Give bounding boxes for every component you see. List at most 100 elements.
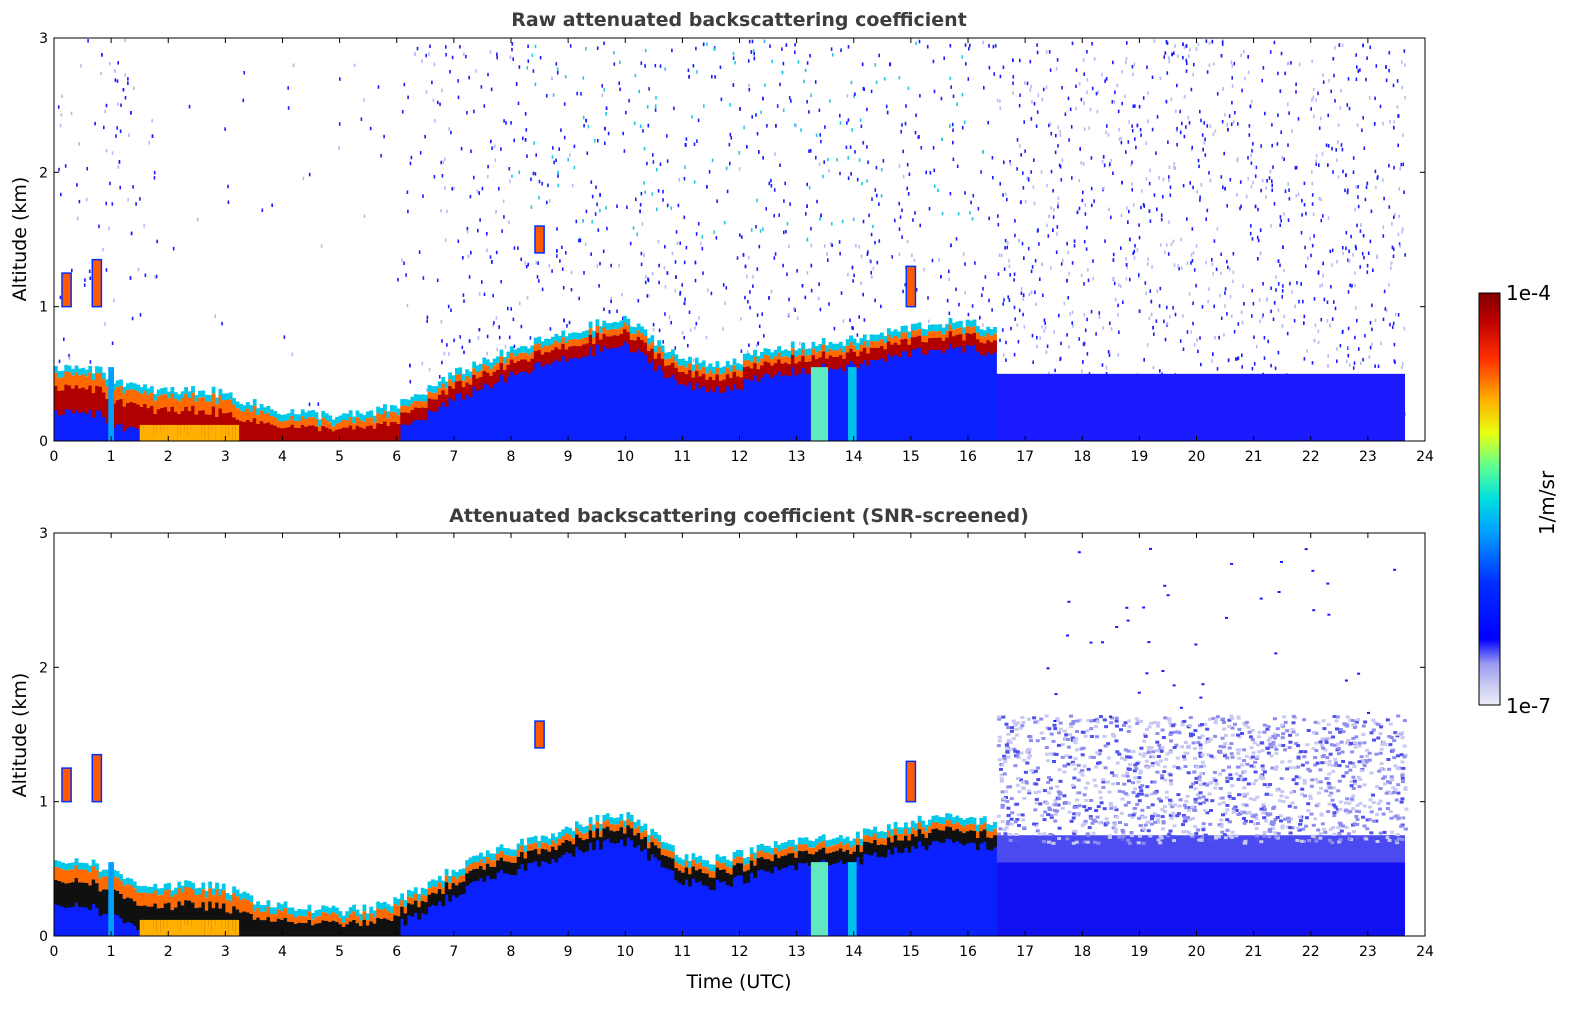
mixed-layer-column xyxy=(626,335,631,441)
band-core xyxy=(736,376,740,389)
noise-pixel xyxy=(998,253,1001,257)
night-speckle xyxy=(1195,828,1200,832)
noise-pixel xyxy=(1072,324,1074,328)
noise-pixel xyxy=(1173,162,1176,166)
band-edge xyxy=(965,319,970,327)
band-upper xyxy=(869,341,874,348)
noise-pixel xyxy=(1055,250,1058,254)
noise-pixel xyxy=(1303,357,1306,361)
noise-pixel xyxy=(1340,143,1343,147)
noise-pixel xyxy=(1160,217,1163,222)
noise-pixel xyxy=(450,130,452,135)
band-edge xyxy=(681,358,685,366)
band-core xyxy=(698,376,703,389)
noise-pixel xyxy=(1186,61,1188,66)
noise-pixel xyxy=(1393,125,1395,130)
band-core xyxy=(907,344,912,358)
noise-pixel xyxy=(1004,238,1007,243)
noise-pixel xyxy=(1213,239,1216,243)
band-core xyxy=(982,343,987,356)
noise-pixel xyxy=(569,153,571,157)
night-speckle xyxy=(1225,803,1230,807)
night-speckle xyxy=(1071,841,1076,845)
mixed-layer-column xyxy=(420,407,425,441)
noise-pixel xyxy=(778,213,780,217)
band-core xyxy=(544,352,548,365)
noise-pixel xyxy=(1152,365,1155,370)
noise-pixel xyxy=(1357,204,1360,209)
night-speckle xyxy=(997,717,1002,721)
band-upper xyxy=(688,363,692,371)
noise-pixel xyxy=(1336,347,1338,351)
noise-pixel xyxy=(878,53,880,58)
band-edge xyxy=(828,342,833,349)
band-edge xyxy=(616,322,620,330)
noise-pixel xyxy=(697,222,700,226)
noise-pixel xyxy=(1070,125,1073,129)
noise-pixel xyxy=(1313,297,1316,301)
band-upper xyxy=(952,329,956,337)
noise-pixel xyxy=(658,328,661,333)
band-upper xyxy=(448,379,452,386)
mixed-layer-column xyxy=(472,380,476,441)
band-upper xyxy=(612,328,617,336)
noise-pixel xyxy=(1030,269,1033,274)
band-upper xyxy=(513,356,518,363)
band-core xyxy=(564,349,569,362)
noise-pixel xyxy=(1005,358,1007,362)
noise-pixel xyxy=(1083,313,1086,317)
night-speckle xyxy=(1244,754,1249,758)
mixed-layer-column xyxy=(869,351,874,441)
noise-pixel xyxy=(1277,350,1280,355)
noise-pixel xyxy=(773,188,776,192)
night-speckle xyxy=(1337,779,1342,783)
noise-pixel xyxy=(1205,39,1208,43)
band-edge xyxy=(475,365,480,372)
band-edge xyxy=(252,399,257,406)
night-speckle xyxy=(1360,759,1365,762)
noise-pixel xyxy=(308,172,311,177)
night-speckle xyxy=(1346,832,1351,836)
noise-pixel xyxy=(573,165,576,170)
noise-pixel xyxy=(1287,218,1290,222)
night-speckle xyxy=(1299,839,1304,843)
night-speckle xyxy=(1230,784,1235,788)
noise-pixel xyxy=(756,132,759,136)
noise-pixel xyxy=(1317,271,1320,275)
noise-pixel xyxy=(915,288,918,292)
band-edge xyxy=(952,322,956,330)
night-speckle xyxy=(1401,780,1405,784)
noise-pixel xyxy=(1156,207,1158,212)
band-core xyxy=(396,424,401,441)
night-speckle xyxy=(1237,756,1242,760)
mixed-layer-column xyxy=(856,354,860,441)
noise-pixel xyxy=(1327,364,1329,368)
night-speckle xyxy=(1138,834,1142,838)
noise-pixel xyxy=(1057,196,1060,200)
noise-pixel xyxy=(1083,341,1086,346)
noise-pixel xyxy=(1127,140,1130,144)
night-speckle xyxy=(1349,797,1354,801)
noise-pixel xyxy=(1317,340,1320,345)
band-edge xyxy=(808,348,812,356)
night-speckle xyxy=(1316,721,1321,725)
night-speckle xyxy=(1271,735,1276,738)
band-upper xyxy=(413,400,418,408)
noise-pixel xyxy=(866,107,868,112)
mixed-layer-column xyxy=(921,340,925,441)
surface-yellow xyxy=(191,424,195,441)
band-core xyxy=(955,334,960,347)
noise-pixel xyxy=(1229,267,1231,272)
night-speckle xyxy=(1235,765,1240,769)
band-core xyxy=(160,408,165,433)
band-core xyxy=(359,427,363,441)
noise-pixel xyxy=(63,337,65,341)
night-speckle xyxy=(1313,763,1318,767)
band-edge xyxy=(705,366,709,374)
noise-pixel xyxy=(520,324,523,329)
noise-pixel xyxy=(1251,314,1253,318)
noise-pixel xyxy=(1182,347,1185,351)
night-speckle xyxy=(1197,778,1202,782)
noise-pixel xyxy=(541,287,544,292)
noise-pixel xyxy=(640,61,643,65)
